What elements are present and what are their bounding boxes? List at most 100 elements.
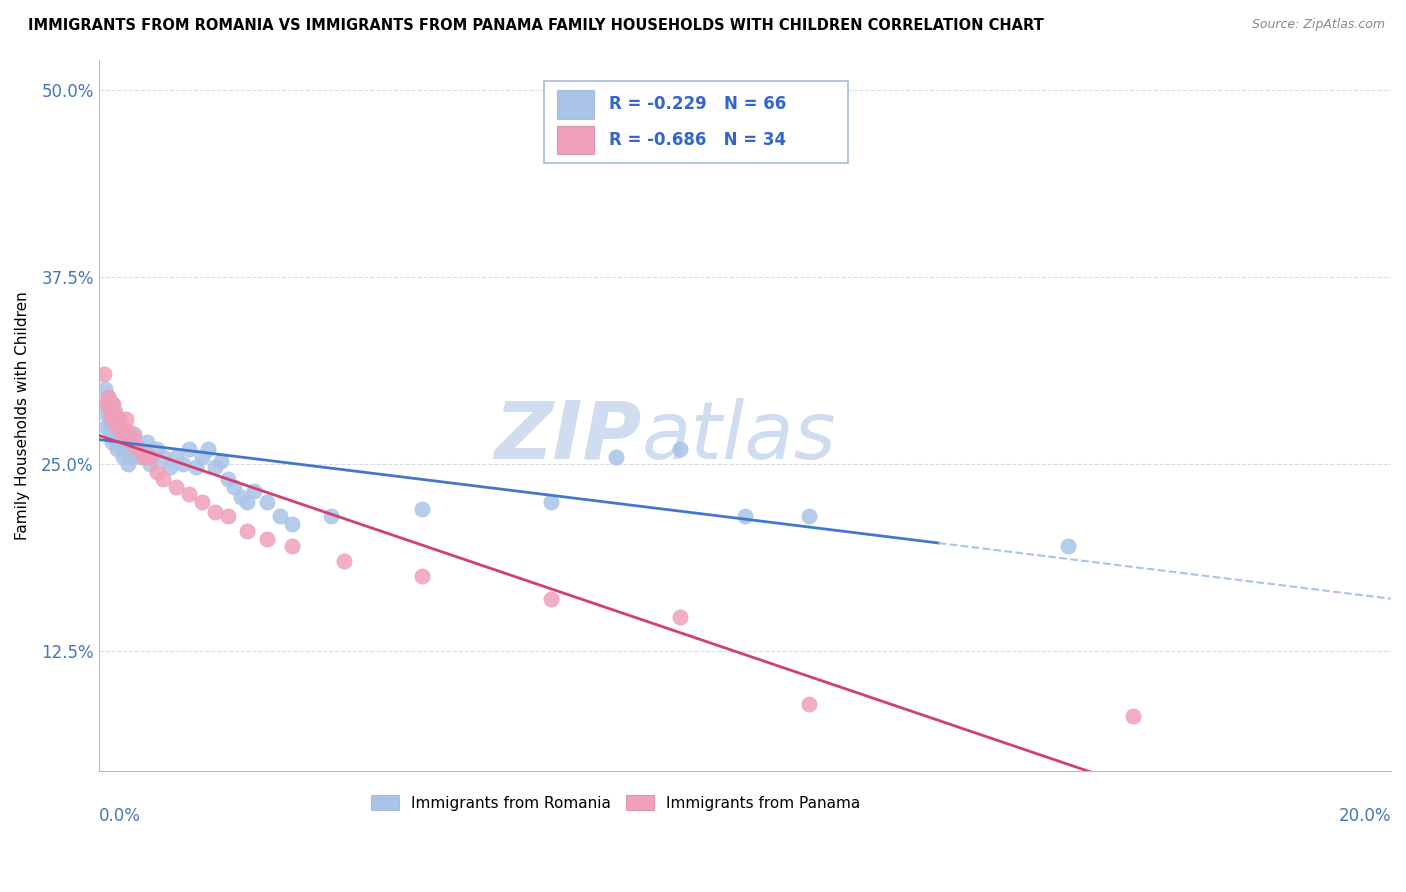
Point [105, 419, 128, 434]
Text: R = -0.686   N = 34: R = -0.686 N = 34 [609, 131, 786, 149]
Point [103, 424, 125, 438]
Point [93, 404, 115, 418]
Point [139, 457, 162, 471]
Point [103, 404, 125, 418]
Point [281, 516, 304, 531]
Point [145, 442, 167, 456]
Text: R = -0.229   N = 66: R = -0.229 N = 66 [609, 95, 786, 113]
Point [165, 479, 187, 493]
Point [100, 397, 122, 411]
Point [110, 419, 132, 434]
Point [98, 404, 121, 418]
Point [108, 412, 131, 426]
Point [411, 502, 433, 516]
Point [107, 434, 129, 449]
Point [159, 460, 181, 475]
Point [114, 412, 136, 426]
Point [104, 404, 127, 418]
Point [281, 540, 304, 554]
Point [184, 460, 207, 475]
Point [120, 450, 142, 464]
Bar [557, 90, 593, 119]
Point [1057, 540, 1080, 554]
Point [96, 419, 118, 434]
Point [114, 430, 136, 444]
Point [177, 442, 200, 456]
Point [97, 412, 120, 426]
Point [209, 454, 232, 468]
Point [101, 434, 124, 449]
Point [108, 419, 131, 434]
Point [122, 427, 145, 442]
Point [120, 434, 142, 449]
Point [117, 457, 139, 471]
Point [93, 367, 115, 381]
Point [145, 465, 167, 479]
Point [540, 494, 562, 508]
Point [605, 450, 627, 464]
Point [112, 450, 135, 464]
Point [236, 524, 259, 539]
Point [111, 434, 134, 449]
Point [105, 442, 128, 456]
Point [152, 450, 174, 464]
Point [122, 430, 145, 444]
Point [127, 439, 149, 453]
Point [204, 505, 226, 519]
Text: ZIP: ZIP [494, 398, 641, 475]
Point [321, 509, 343, 524]
Point [101, 415, 124, 429]
Point [100, 412, 122, 426]
Text: 0.0%: 0.0% [98, 806, 141, 825]
Point [127, 442, 149, 456]
Point [94, 382, 117, 396]
Point [117, 424, 139, 438]
Point [97, 390, 120, 404]
Point [110, 427, 132, 442]
Point [204, 460, 226, 475]
Point [269, 509, 291, 524]
Point [734, 509, 756, 524]
Point [256, 494, 278, 508]
Point [118, 442, 141, 456]
FancyBboxPatch shape [544, 81, 848, 162]
Point [224, 479, 246, 493]
Point [217, 509, 239, 524]
Point [112, 427, 135, 442]
Point [110, 439, 132, 453]
Legend: Immigrants from Romania, Immigrants from Panama: Immigrants from Romania, Immigrants from… [366, 789, 866, 817]
Point [104, 412, 127, 426]
Point [98, 427, 121, 442]
Point [98, 404, 121, 418]
Bar [557, 126, 593, 154]
Point [799, 509, 821, 524]
Point [217, 472, 239, 486]
Point [152, 472, 174, 486]
Point [177, 487, 200, 501]
Point [100, 419, 122, 434]
Point [669, 442, 692, 456]
Point [101, 397, 124, 411]
Point [96, 397, 118, 411]
Point [114, 442, 136, 456]
Point [132, 445, 155, 459]
Text: IMMIGRANTS FROM ROMANIA VS IMMIGRANTS FROM PANAMA FAMILY HOUSEHOLDS WITH CHILDRE: IMMIGRANTS FROM ROMANIA VS IMMIGRANTS FR… [28, 18, 1043, 33]
Point [172, 457, 194, 471]
Point [132, 450, 155, 464]
Point [799, 697, 821, 711]
Text: atlas: atlas [641, 398, 837, 475]
Point [1121, 708, 1143, 723]
Text: 20.0%: 20.0% [1339, 806, 1391, 825]
Text: Source: ZipAtlas.com: Source: ZipAtlas.com [1251, 18, 1385, 31]
Y-axis label: Family Households with Children: Family Households with Children [15, 291, 30, 540]
Point [165, 450, 187, 464]
Point [197, 442, 219, 456]
Point [236, 494, 259, 508]
Point [136, 434, 159, 449]
Point [129, 450, 152, 464]
Point [333, 554, 356, 568]
Point [191, 494, 214, 508]
Point [256, 532, 278, 546]
Point [105, 424, 128, 438]
Point [105, 419, 128, 434]
